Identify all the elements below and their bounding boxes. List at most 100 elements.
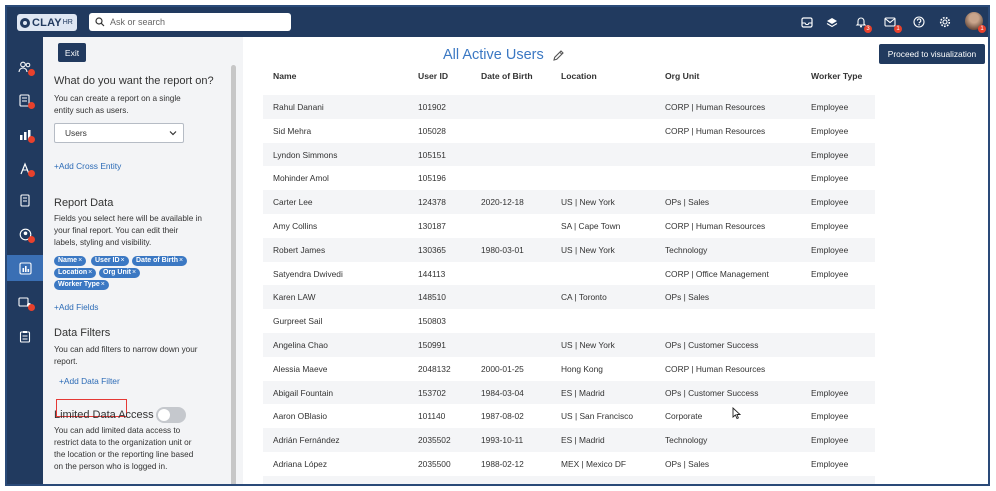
column-header-location[interactable]: Location: [561, 71, 597, 81]
cell-name: Angelina Chao: [273, 340, 328, 350]
layers-icon[interactable]: [825, 15, 839, 29]
field-chip-name[interactable]: Name×: [54, 256, 87, 266]
table-row[interactable]: [263, 404, 875, 429]
nav-clipboard-icon[interactable]: [7, 323, 43, 349]
table-row[interactable]: [263, 356, 875, 381]
column-header-name[interactable]: Name: [273, 71, 297, 81]
cell-worker-type: Employee: [811, 483, 848, 484]
cell-name: Abigail Fountain: [273, 387, 334, 398]
cell-name: Elise Mccann: [273, 483, 323, 484]
limited-access-desc-4: on the person who is logged in.: [54, 462, 168, 471]
remove-chip-icon[interactable]: ×: [132, 269, 137, 276]
nav-analytics-icon[interactable]: [7, 121, 43, 147]
report-config-panel: Exit What do you want the report on? You…: [43, 37, 243, 484]
table-row[interactable]: [263, 333, 875, 357]
cell-worker-type: Employee: [811, 125, 849, 136]
table-row[interactable]: [263, 261, 875, 286]
column-header-org-unit[interactable]: Org Unit: [665, 71, 700, 81]
cell-org-unit: OPs | Sales: [665, 459, 710, 469]
remove-chip-icon[interactable]: ×: [179, 257, 184, 264]
cell-user-id: 144113: [418, 268, 446, 279]
report-on-desc-2: entity such as users.: [54, 106, 129, 115]
field-chip-org-unit[interactable]: Org Unit×: [99, 268, 141, 278]
notifications-badge: 3: [864, 25, 872, 33]
cell-name: Satyendra Dwivedi: [273, 268, 343, 279]
field-chip-label: Org Unit: [103, 269, 131, 276]
limited-access-toggle[interactable]: [156, 407, 186, 423]
nav-documents-icon[interactable]: [7, 187, 43, 213]
cell-location: SA | Cape Town: [561, 483, 620, 484]
table-row[interactable]: [263, 118, 875, 143]
field-chip-label: Date of Birth: [136, 257, 178, 264]
field-chip-user-id[interactable]: User ID×: [91, 256, 129, 266]
cell-user-id: 2035502: [418, 435, 451, 446]
field-chip-worker-type[interactable]: Worker Type×: [54, 280, 109, 290]
data-filters-desc-1: You can add filters to narrow down your: [54, 345, 198, 354]
table-row[interactable]: [263, 214, 875, 238]
field-chip-label: Location: [58, 269, 88, 276]
table-row[interactable]: [263, 452, 875, 476]
cell-worker-type: Employee: [811, 173, 849, 184]
clay-hr-logo[interactable]: CLAY HR: [17, 14, 77, 31]
field-chip-label: Worker Type: [58, 281, 100, 288]
table-row[interactable]: [263, 95, 875, 119]
chevron-down-icon: [169, 131, 177, 136]
help-icon[interactable]: [912, 15, 926, 29]
table-row[interactable]: [263, 142, 875, 167]
nav-payroll-icon[interactable]: [7, 87, 43, 113]
table-row[interactable]: [263, 428, 875, 453]
panel-scrollbar[interactable]: [231, 65, 236, 484]
cell-location: US | New York: [561, 197, 615, 208]
cell-name: Carter Lee: [273, 197, 313, 208]
table-row[interactable]: [263, 285, 875, 310]
search-input[interactable]: [110, 17, 280, 27]
cell-user-id: 124378: [418, 197, 446, 208]
limited-access-desc-3: the location or the reporting line based: [54, 450, 194, 459]
cell-location: US | New York: [561, 244, 615, 255]
remove-chip-icon[interactable]: ×: [120, 257, 125, 264]
nav-goals-icon[interactable]: [7, 155, 43, 181]
table-row[interactable]: [263, 380, 875, 405]
field-chip-date-of-birth[interactable]: Date of Birth×: [132, 256, 188, 266]
inbox-icon[interactable]: [800, 15, 814, 29]
table-row[interactable]: [263, 475, 875, 484]
table-row[interactable]: [263, 166, 875, 191]
report-on-desc-1: You can create a report on a single: [54, 94, 181, 103]
search-icon: [95, 17, 105, 27]
messages-envelope-icon[interactable]: [883, 15, 897, 29]
settings-gear-icon[interactable]: [938, 15, 952, 29]
nav-reports-icon[interactable]: [7, 255, 43, 281]
remove-chip-icon[interactable]: ×: [78, 257, 83, 264]
field-chip-location[interactable]: Location×: [54, 268, 97, 278]
add-data-filter-link[interactable]: +Add Data Filter: [59, 376, 120, 386]
cell-user-id: 105028: [418, 125, 446, 136]
field-chip-label: User ID: [95, 257, 120, 264]
table-row[interactable]: [263, 190, 875, 215]
exit-button[interactable]: Exit: [58, 43, 86, 62]
cell-worker-type: Employee: [811, 244, 849, 255]
search-box[interactable]: [89, 13, 291, 31]
column-header-worker-type[interactable]: Worker Type: [811, 71, 863, 81]
column-header-date-of-birth[interactable]: Date of Birth: [481, 71, 533, 81]
column-header-user-id[interactable]: User ID: [418, 71, 449, 81]
nav-team-alert-dot: [28, 304, 35, 311]
logo-mark-icon: [20, 17, 30, 28]
proceed-to-visualization-button[interactable]: Proceed to visualization: [879, 44, 985, 64]
add-cross-entity-link[interactable]: +Add Cross Entity: [54, 161, 122, 171]
remove-chip-icon[interactable]: ×: [88, 269, 93, 276]
table-row[interactable]: [263, 237, 875, 262]
table-row[interactable]: [263, 309, 875, 334]
cell-name: Adriana López: [273, 459, 328, 469]
cell-name: Rahul Danani: [273, 102, 324, 112]
nav-people-icon[interactable]: [7, 54, 43, 80]
nav-team-icon[interactable]: [7, 289, 43, 315]
edit-pencil-icon[interactable]: [552, 49, 565, 62]
remove-chip-icon[interactable]: ×: [100, 281, 105, 288]
logo-text: CLAY: [32, 16, 62, 29]
nav-goals-alert-dot: [28, 170, 35, 177]
cell-date-of-birth: 1988-02-12: [481, 459, 524, 469]
notifications-bell-icon[interactable]: [854, 15, 868, 29]
nav-profile-icon[interactable]: [7, 221, 43, 247]
add-fields-link[interactable]: +Add Fields: [54, 302, 99, 312]
entity-select[interactable]: Users: [54, 123, 184, 143]
